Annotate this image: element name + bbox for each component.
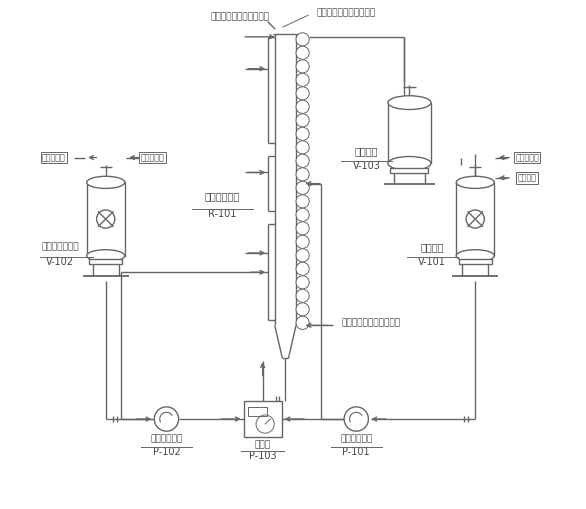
Circle shape [296, 276, 309, 289]
Text: P-102: P-102 [152, 447, 180, 457]
Circle shape [296, 141, 309, 154]
Text: P-101: P-101 [342, 447, 370, 457]
Ellipse shape [87, 176, 125, 188]
Circle shape [296, 181, 309, 194]
Ellipse shape [388, 96, 431, 109]
Text: 原料液输送泵: 原料液输送泵 [340, 435, 372, 444]
Bar [244, 401, 282, 437]
Circle shape [296, 168, 309, 181]
Circle shape [296, 33, 309, 46]
Circle shape [296, 249, 309, 262]
Circle shape [296, 87, 309, 100]
Text: R-101: R-101 [208, 209, 236, 219]
Circle shape [344, 407, 369, 431]
Text: 加热（或冷却）介质出口: 加热（或冷却）介质出口 [210, 12, 270, 21]
Text: 催化剂输送泵: 催化剂输送泵 [151, 435, 183, 444]
Circle shape [296, 208, 309, 221]
Circle shape [296, 100, 309, 114]
Bar [388, 103, 431, 163]
Text: V-103: V-103 [352, 161, 380, 171]
Circle shape [296, 73, 309, 87]
Circle shape [296, 222, 309, 235]
Circle shape [296, 235, 309, 248]
Ellipse shape [456, 176, 494, 188]
Circle shape [296, 262, 309, 275]
Bar [459, 259, 492, 264]
Text: 氨源泵: 氨源泵 [254, 440, 271, 449]
Circle shape [296, 316, 309, 329]
Circle shape [296, 46, 309, 60]
Bar [89, 259, 122, 264]
Bar [390, 168, 428, 173]
Circle shape [97, 210, 115, 228]
Ellipse shape [388, 156, 431, 171]
Text: V-102: V-102 [46, 257, 74, 267]
Circle shape [296, 303, 309, 316]
Text: 溶剂自储区: 溶剂自储区 [515, 153, 539, 162]
Ellipse shape [456, 250, 494, 262]
Text: 催化剂溶液储罐: 催化剂溶液储罐 [42, 242, 79, 251]
Circle shape [296, 289, 309, 302]
Circle shape [154, 407, 179, 431]
Circle shape [296, 195, 309, 208]
Text: V-101: V-101 [418, 257, 446, 267]
Text: 催化剂投料: 催化剂投料 [141, 153, 165, 162]
Text: 加热（或冷却）介质出口: 加热（或冷却）介质出口 [316, 9, 376, 17]
Bar [87, 182, 125, 256]
Circle shape [296, 127, 309, 140]
Bar [248, 407, 267, 416]
Text: 产品储罐: 产品储罐 [355, 146, 378, 156]
Text: 原料投料: 原料投料 [517, 173, 537, 182]
Text: 原料储罐: 原料储罐 [421, 242, 444, 252]
Text: 溶剂自储区: 溶剂自储区 [42, 153, 66, 162]
Circle shape [296, 114, 309, 127]
Text: 加热（或冷却）介质进口: 加热（或冷却）介质进口 [342, 318, 400, 327]
Circle shape [296, 60, 309, 73]
Bar [456, 182, 494, 256]
Text: 氨素液反应器: 氨素液反应器 [205, 191, 240, 201]
Ellipse shape [87, 250, 125, 262]
Circle shape [466, 210, 485, 228]
Text: P-103: P-103 [249, 451, 277, 461]
Circle shape [296, 154, 309, 167]
